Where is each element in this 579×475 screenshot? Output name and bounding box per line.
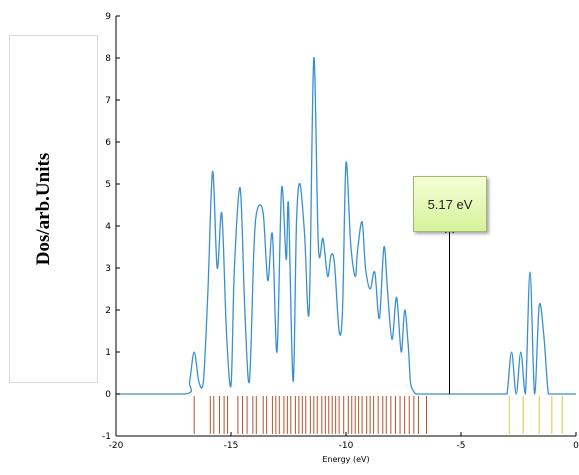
x-tick-label: -20: [109, 441, 124, 451]
y-tick-label: 7: [105, 96, 111, 106]
y-tick-label: 9: [105, 12, 111, 22]
y-tick-label: 1: [105, 348, 111, 358]
x-axis-title: Energy (eV): [322, 455, 369, 464]
y-tick-label: -1: [102, 432, 111, 442]
x-tick-label: -10: [339, 441, 354, 451]
y-tick-label: 6: [105, 138, 111, 148]
x-tick-label: 0: [573, 441, 579, 451]
x-tick-label: -5: [457, 441, 466, 451]
y-tick-label: 3: [105, 264, 111, 274]
band-gap-annotation: 5.17 eV: [413, 176, 487, 232]
y-tick-label: 2: [105, 306, 111, 316]
x-tick-label: -15: [224, 441, 239, 451]
y-tick-label: 5: [105, 180, 111, 190]
y-tick-label: 4: [105, 222, 111, 232]
eigenvalue-levels: [193, 396, 563, 434]
y-tick-label: 0: [105, 390, 111, 400]
y-tick-label: 8: [105, 54, 111, 64]
y-axis-label-box: [9, 35, 98, 383]
dos-curve: [116, 57, 576, 395]
